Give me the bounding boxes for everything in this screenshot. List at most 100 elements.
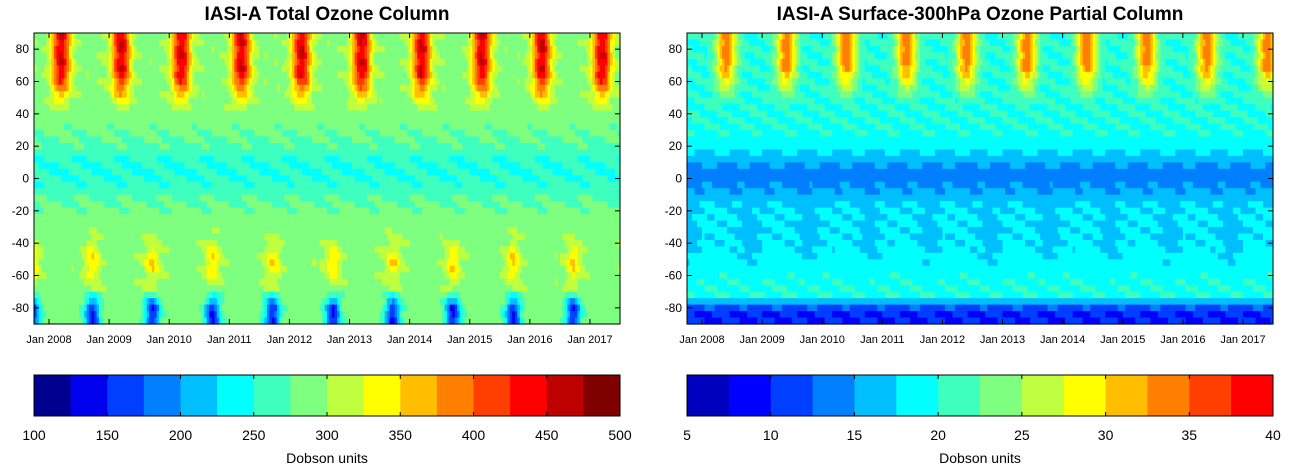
heatmap-cell (199, 259, 203, 267)
heatmap-cell (96, 220, 100, 228)
heatmap-cell (46, 97, 50, 105)
heatmap-cell (274, 84, 278, 92)
heatmap-cell (261, 194, 265, 202)
heatmap-cell (234, 239, 238, 247)
heatmap-cell (194, 194, 198, 202)
heatmap-cell (236, 291, 240, 299)
heatmap-cell (276, 168, 281, 176)
heatmap-cell (44, 227, 48, 235)
heatmap-cell (171, 181, 175, 189)
heatmap-cell (196, 136, 200, 144)
heatmap-cell (71, 214, 75, 222)
heatmap-cell (144, 220, 148, 228)
heatmap-cell (109, 214, 113, 222)
heatmap-cell (269, 220, 273, 228)
heatmap-cell (271, 136, 276, 144)
heatmap-cell (146, 207, 150, 215)
heatmap-cell (161, 104, 165, 112)
heatmap-cell (89, 97, 93, 105)
heatmap-cell (81, 65, 85, 73)
heatmap-cell (154, 188, 158, 196)
heatmap-cell (119, 188, 123, 196)
heatmap-cell (171, 58, 175, 66)
heatmap-cell (251, 259, 255, 267)
heatmap-cell (76, 110, 80, 118)
heatmap-cell (231, 214, 235, 222)
heatmap-cell (171, 252, 175, 260)
heatmap-cell (271, 181, 276, 189)
heatmap-cell (51, 123, 55, 131)
heatmap-cell (274, 117, 278, 125)
heatmap-cell (134, 78, 138, 86)
heatmap-cell (199, 188, 203, 196)
heatmap-cell (74, 155, 78, 163)
heatmap-cell (161, 233, 165, 241)
heatmap-cell (161, 162, 165, 170)
heatmap-cell (69, 104, 73, 112)
heatmap-cell (111, 252, 115, 260)
heatmap-cell (34, 317, 38, 325)
heatmap-cell (116, 233, 120, 241)
heatmap-cell (96, 278, 100, 286)
heatmap-cell (146, 227, 150, 235)
heatmap-cell (206, 220, 210, 228)
heatmap-cell (166, 84, 170, 92)
heatmap-cell (134, 265, 138, 273)
heatmap-cell (151, 168, 155, 176)
heatmap-cell (64, 136, 68, 144)
heatmap-cell (229, 117, 233, 125)
heatmap-cell (174, 291, 178, 299)
heatmap-cell (251, 71, 255, 79)
heatmap-cell (249, 265, 253, 273)
heatmap-cell (241, 201, 245, 209)
heatmap-cell (164, 175, 168, 183)
heatmap-cell (231, 52, 235, 60)
heatmap-cell (214, 233, 218, 241)
heatmap-cell (121, 142, 125, 150)
heatmap-cell (234, 252, 238, 260)
heatmap-cell (266, 278, 270, 286)
heatmap-cell (116, 227, 120, 235)
heatmap-cell (196, 304, 200, 312)
heatmap-cell (144, 194, 148, 202)
heatmap-cell (134, 285, 138, 293)
heatmap-cell (254, 104, 258, 112)
heatmap-cell (211, 265, 215, 273)
heatmap-cell (191, 291, 195, 299)
heatmap-cell (166, 291, 170, 299)
heatmap-cell (129, 194, 133, 202)
heatmap-cell (114, 194, 118, 202)
heatmap-cell (276, 311, 281, 319)
heatmap-cell (199, 311, 203, 319)
heatmap-cell (139, 259, 143, 267)
heatmap-cell (161, 259, 165, 267)
heatmap-cell (81, 162, 85, 170)
heatmap-cell (184, 58, 188, 66)
heatmap-cell (181, 181, 185, 189)
heatmap-cell (66, 317, 70, 325)
heatmap-cell (56, 298, 60, 306)
heatmap-cell (209, 142, 213, 150)
heatmap-cell (239, 155, 243, 163)
heatmap-cell (49, 110, 53, 118)
heatmap-cell (231, 239, 235, 247)
heatmap-cell (96, 175, 100, 183)
heatmap-cell (109, 252, 113, 260)
heatmap-cell (151, 291, 155, 299)
heatmap-cell (239, 233, 243, 241)
heatmap-cell (99, 58, 103, 66)
heatmap-cell (201, 272, 205, 280)
heatmap-cell (61, 227, 65, 235)
heatmap-cell (76, 207, 80, 215)
heatmap-cell (51, 214, 55, 222)
heatmap-cell (236, 91, 240, 99)
heatmap-cell (94, 84, 98, 92)
heatmap-cell (146, 317, 150, 325)
heatmap-cell (89, 110, 93, 118)
heatmap-cell (129, 239, 133, 247)
heatmap-cell (114, 227, 118, 235)
heatmap-cell (69, 239, 73, 247)
heatmap-cell (239, 45, 243, 53)
heatmap-cell (66, 58, 70, 66)
heatmap-cell (101, 246, 105, 254)
